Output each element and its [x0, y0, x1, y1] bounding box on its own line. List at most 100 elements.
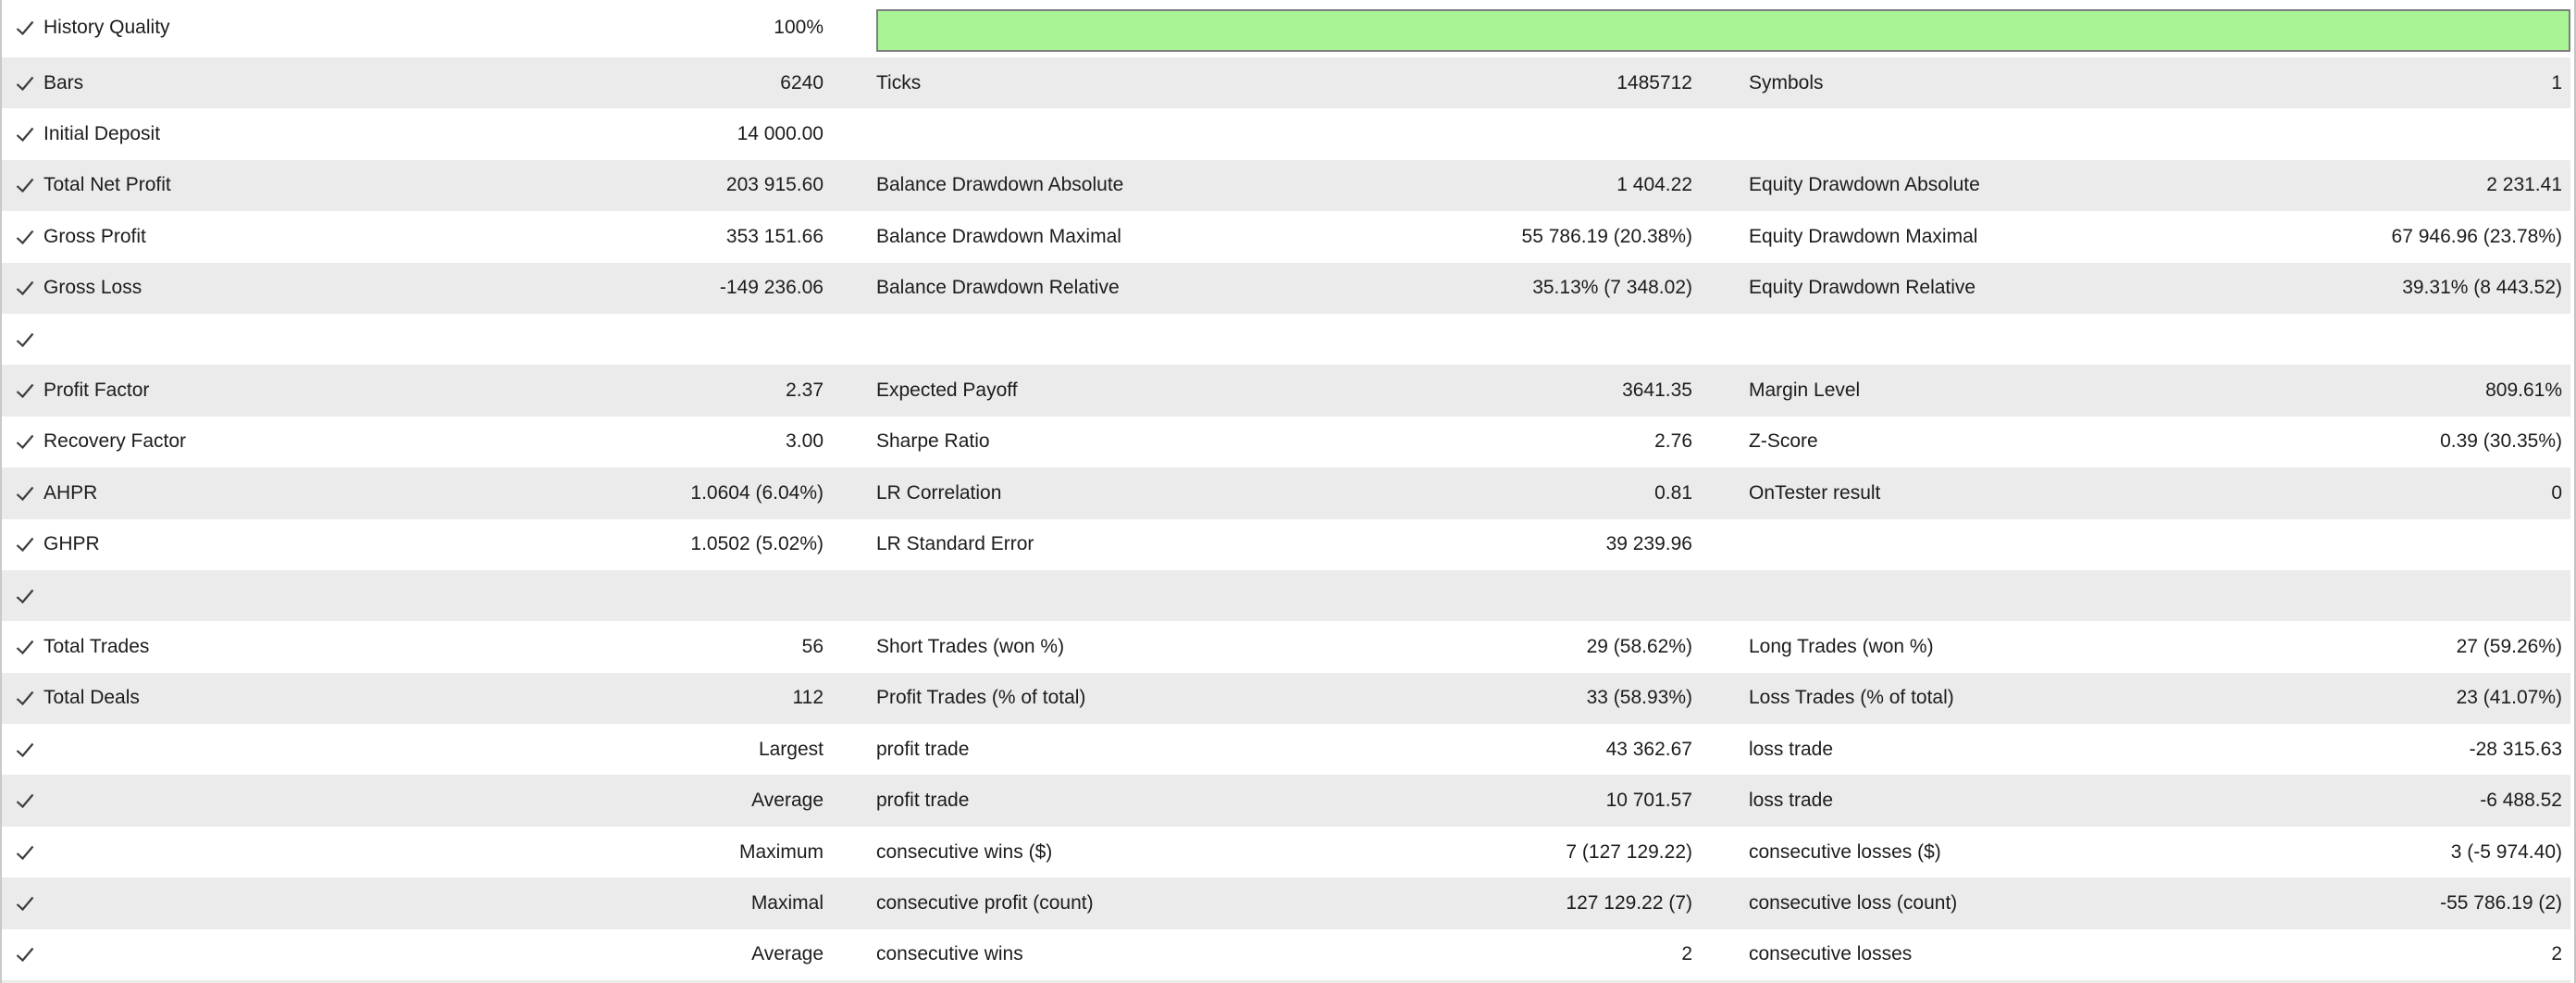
metric-cell-1: Gross Profit 353 151.66 — [43, 226, 824, 248]
table-row[interactable]: Gross Profit 353 151.66 Balance Drawdown… — [2, 211, 2570, 262]
metric-value: 2 — [1681, 943, 1692, 965]
metric-value: 100% — [774, 16, 824, 38]
table-row[interactable]: Total Net Profit 203 915.60 Balance Draw… — [2, 159, 2570, 212]
metric-cell-3: consecutive loss (count) -55 786.19 (2) — [1749, 892, 2562, 915]
metric-cell-2: LR Correlation 0.81 — [876, 482, 1692, 504]
table-row[interactable]: AHPR 1.0604 (6.04%) LR Correlation 0.81 … — [2, 467, 2570, 519]
row-check-cell — [2, 314, 43, 365]
table-row[interactable]: Largest profit trade 43 362.67 loss trad… — [2, 724, 2570, 775]
metric-label: Total Trades — [43, 635, 150, 657]
metric-cell-3: consecutive losses 2 — [1749, 943, 2562, 965]
metric-cell-2: consecutive wins 2 — [876, 943, 1692, 965]
metric-label: Sharpe Ratio — [876, 430, 990, 453]
metric-value: 67 946.96 (23.78%) — [2391, 225, 2562, 247]
table-row[interactable]: Maximal consecutive profit (count) 127 1… — [2, 877, 2570, 929]
metric-label: consecutive loss (count) — [1749, 891, 1958, 914]
metric-cell-3: Margin Level 809.61% — [1749, 380, 2562, 402]
metric-value: 35.13% (7 348.02) — [1532, 277, 1692, 299]
table-row[interactable]: Maximum consecutive wins ($) 7 (127 129.… — [2, 827, 2570, 877]
metric-label: LR Standard Error — [876, 533, 1034, 555]
check-icon — [16, 179, 34, 193]
metric-cell-2: LR Standard Error 39 239.96 — [876, 533, 1692, 555]
table-row[interactable]: History Quality 100% — [2, 0, 2570, 57]
metric-label: Recovery Factor — [43, 430, 187, 453]
metric-cell-1: Bars 6240 — [43, 72, 824, 94]
metric-cell-1: GHPR 1.0502 (5.02%) — [43, 533, 824, 555]
metric-value: 23 (41.07%) — [2456, 687, 2562, 709]
metric-cell-3: Equity Drawdown Maximal 67 946.96 (23.78… — [1749, 226, 2562, 248]
row-check-cell — [2, 467, 43, 518]
metric-label: LR Correlation — [876, 481, 1002, 504]
table-row[interactable] — [2, 314, 2570, 365]
metric-label: Total Net Profit — [43, 174, 171, 196]
metric-cell-1: Total Trades 56 — [43, 636, 824, 658]
metric-value: 2.76 — [1654, 430, 1692, 453]
metric-value: 14 000.00 — [737, 123, 824, 145]
table-row[interactable]: Total Trades 56 Short Trades (won %) 29 … — [2, 621, 2570, 672]
table-row[interactable]: GHPR 1.0502 (5.02%) LR Standard Error 39… — [2, 519, 2570, 570]
metric-label: profit trade — [876, 790, 970, 812]
metric-cell-3: loss trade -28 315.63 — [1749, 739, 2562, 761]
metric-value: -28 315.63 — [2469, 738, 2562, 760]
table-row[interactable]: Profit Factor 2.37 Expected Payoff 3641.… — [2, 365, 2570, 417]
row-check-cell — [2, 724, 43, 775]
table-row[interactable]: Gross Loss -149 236.06 Balance Drawdown … — [2, 262, 2570, 314]
table-row[interactable]: Recovery Factor 3.00 Sharpe Ratio 2.76 Z… — [2, 417, 2570, 467]
row-check-cell — [2, 160, 43, 211]
metric-cell-1: Recovery Factor 3.00 — [43, 430, 824, 453]
metric-value: 112 — [792, 687, 824, 709]
metric-label: Margin Level — [1749, 380, 1861, 402]
metric-value: 39 239.96 — [1605, 533, 1692, 555]
metric-value: 2.37 — [786, 380, 824, 402]
metric-value: 27 (59.26%) — [2456, 635, 2562, 657]
metric-label: Gross Profit — [43, 225, 146, 247]
row-check-cell — [2, 929, 43, 980]
table-row[interactable]: Initial Deposit 14 000.00 — [2, 108, 2570, 159]
check-icon — [16, 691, 34, 706]
metric-value: 43 362.67 — [1605, 738, 1692, 760]
table-row[interactable]: Bars 6240 Ticks 1485712 Symbols 1 — [2, 57, 2570, 109]
metric-value: 1.0604 (6.04%) — [690, 481, 824, 504]
check-icon — [16, 793, 34, 809]
metric-label: Ticks — [876, 71, 922, 93]
metric-cell-3: Equity Drawdown Relative 39.31% (8 443.5… — [1749, 277, 2562, 299]
check-icon — [16, 640, 34, 655]
metric-label: Equity Drawdown Maximal — [1749, 225, 1978, 247]
metric-value: 203 915.60 — [725, 174, 824, 196]
metric-value: 0 — [2551, 481, 2562, 504]
check-icon — [16, 20, 34, 35]
metric-value: 3 (-5 974.40) — [2450, 840, 2562, 863]
check-icon — [16, 435, 34, 450]
metric-cell-1: Initial Deposit 14 000.00 — [43, 123, 824, 145]
metric-label: consecutive losses ($) — [1749, 840, 1941, 863]
metric-label: loss trade — [1749, 790, 1834, 812]
metric-cell-3: consecutive losses ($) 3 (-5 974.40) — [1749, 841, 2562, 864]
row-check-cell — [2, 775, 43, 826]
metric-value: 33 (58.93%) — [1586, 687, 1692, 709]
metric-label: Equity Drawdown Relative — [1749, 277, 1976, 299]
metric-label: Symbols — [1749, 71, 1824, 93]
table-row[interactable] — [2, 569, 2570, 622]
metric-value: Largest — [758, 738, 824, 760]
metric-label: Total Deals — [43, 687, 140, 709]
table-row[interactable]: Average consecutive wins 2 consecutive l… — [2, 929, 2570, 980]
metric-value: -149 236.06 — [719, 277, 824, 299]
metric-cell-3: Loss Trades (% of total) 23 (41.07%) — [1749, 687, 2562, 709]
metric-cell-1: Profit Factor 2.37 — [43, 380, 824, 402]
metric-cell-2: consecutive profit (count) 127 129.22 (7… — [876, 892, 1692, 915]
metric-label: Initial Deposit — [43, 123, 161, 145]
row-check-cell — [2, 417, 43, 467]
metric-label: GHPR — [43, 533, 100, 555]
row-check-cell — [2, 108, 43, 159]
table-row[interactable]: Average profit trade 10 701.57 loss trad… — [2, 775, 2570, 827]
row-check-cell — [2, 519, 43, 570]
bottom-filler — [2, 980, 2570, 983]
metric-label: consecutive wins — [876, 943, 1023, 965]
metric-cell-1: AHPR 1.0604 (6.04%) — [43, 482, 824, 504]
metric-value: 0.81 — [1654, 481, 1692, 504]
row-check-cell — [2, 570, 43, 621]
metric-cell-2: Balance Drawdown Absolute 1 404.22 — [876, 174, 1692, 196]
metric-value: Average — [751, 943, 824, 965]
table-row[interactable]: Total Deals 112 Profit Trades (% of tota… — [2, 672, 2570, 725]
